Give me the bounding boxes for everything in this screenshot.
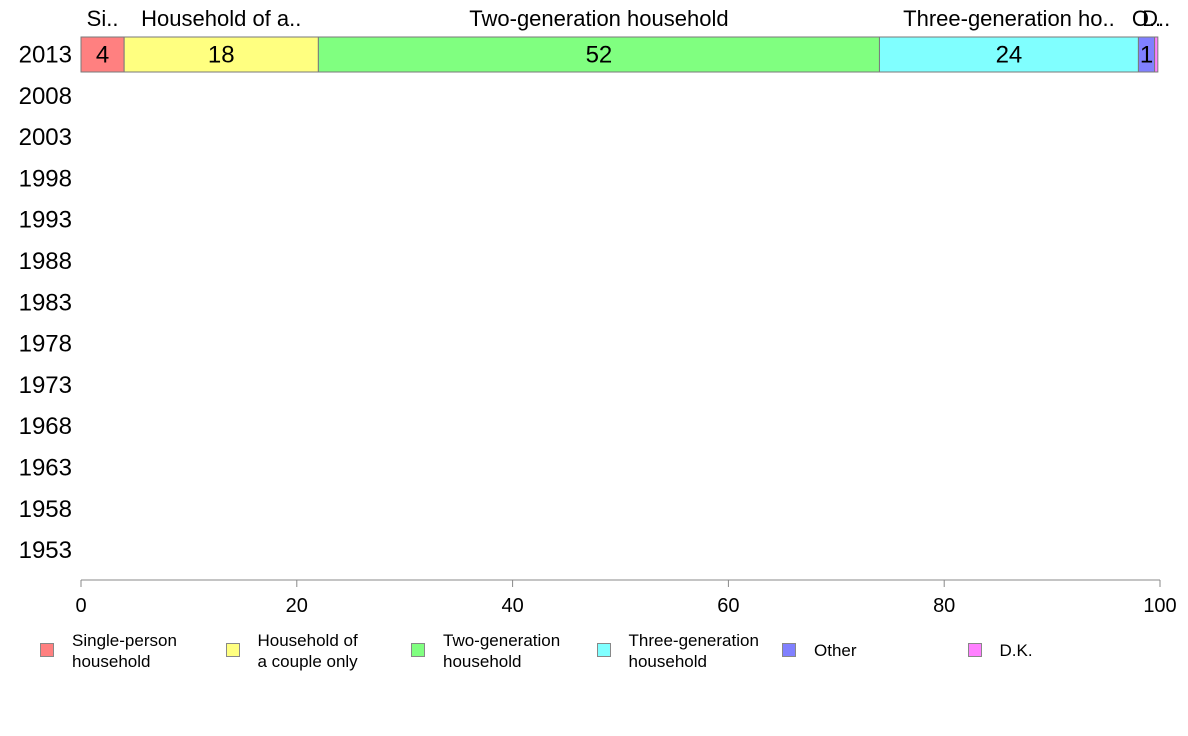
- legend-item: Household of a couple only: [225, 630, 398, 672]
- legend-item: D.K.: [967, 630, 1140, 661]
- bar-segment: [1154, 36, 1159, 73]
- segment-category-label: Si..: [87, 6, 119, 31]
- segment-category-label: D..: [1142, 6, 1170, 31]
- year-label: 1983: [19, 289, 72, 316]
- legend-item: Three-generation household: [596, 630, 769, 672]
- bar-segment: [317, 36, 880, 73]
- year-label: 2003: [19, 124, 72, 151]
- x-tick-label: 60: [717, 595, 739, 617]
- segment-category-labels: Si.. Household of a.. Two-generation house…: [87, 6, 1171, 31]
- legend-label: Other: [814, 641, 857, 660]
- year-label: 2008: [19, 83, 72, 110]
- year-label: 1958: [19, 496, 72, 523]
- data-label: 52: [586, 42, 613, 69]
- bar-segment: [878, 36, 1139, 73]
- segment-category-label: Two-generation household: [469, 6, 728, 31]
- year-label: 1988: [19, 248, 72, 275]
- legend-label: Single-person household: [72, 631, 177, 671]
- stacked-bar-chart: 2013 2008 2003 1998 1993 1988 1983 1978 1973 1968…: [19, 6, 1177, 617]
- year-axis-labels: 2013 2008 2003 1998 1993 1988 1983 1978 1973 1968…: [19, 42, 72, 565]
- x-tick-label: 40: [501, 595, 523, 617]
- legend-swatch: [782, 643, 796, 657]
- legend-swatch: [967, 643, 982, 657]
- bar-segment: [123, 36, 319, 73]
- bar-segment: [80, 36, 125, 73]
- bar-segments: 4 18 52 24 1: [80, 36, 1159, 73]
- data-label: 4: [96, 42, 109, 69]
- x-tick-label: 100: [1143, 595, 1176, 617]
- data-label: 18: [208, 42, 235, 69]
- legend-swatch: [225, 643, 240, 657]
- segment-category-label: O..: [1132, 6, 1161, 31]
- legend-label: Three-generation household: [628, 631, 759, 671]
- legend-label: Two-generation household: [443, 631, 561, 671]
- legend-swatch: [411, 643, 425, 657]
- year-label: 1973: [19, 372, 72, 399]
- year-label: 2013: [19, 42, 72, 69]
- legend-item: Other: [782, 630, 954, 661]
- legend-item: Two-generation household: [411, 630, 583, 672]
- legend-label: D.K.: [999, 641, 1033, 660]
- year-label: 1963: [19, 455, 72, 482]
- segment-category-label: Three-generation ho..: [903, 6, 1115, 31]
- year-label: 1968: [19, 413, 72, 440]
- legend-item: Single-person household: [40, 630, 212, 672]
- data-label: 24: [996, 42, 1023, 69]
- segment-category-label: Household of a..: [141, 6, 301, 31]
- year-label: 1953: [19, 537, 72, 564]
- x-axis: 0 20 40 60 80 100: [75, 579, 1177, 617]
- legend-swatch: [596, 643, 611, 657]
- year-label: 1978: [19, 331, 72, 358]
- legend-label: Household of a couple only: [257, 631, 358, 671]
- legend: Single-person household Household of a co…: [40, 630, 1180, 690]
- x-tick-label: 80: [933, 595, 955, 617]
- data-label: 1: [1140, 42, 1153, 69]
- x-tick-label: 20: [286, 595, 308, 617]
- year-label: 1998: [19, 165, 72, 192]
- x-tick-label: 0: [75, 595, 86, 617]
- legend-swatch: [40, 643, 54, 657]
- year-label: 1993: [19, 207, 72, 234]
